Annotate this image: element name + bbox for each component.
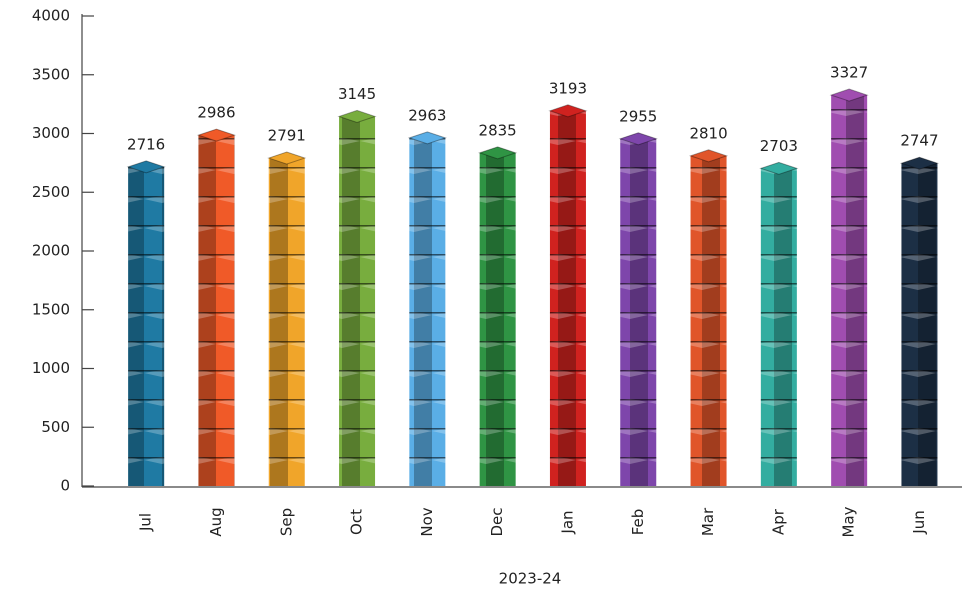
x-tick-label: Apr: [769, 508, 787, 535]
bar-cap: [267, 151, 307, 165]
bar-shading: [549, 110, 586, 486]
x-tick-label: Mar: [699, 507, 717, 536]
value-label: 3193: [549, 79, 587, 97]
bar-shading: [760, 168, 797, 486]
x-tick-label: Oct: [348, 509, 366, 535]
y-tick-label: 3500: [32, 65, 70, 83]
y-tick-label: 1000: [32, 359, 70, 377]
value-label: 2955: [619, 107, 657, 125]
y-tick-label: 3000: [32, 124, 70, 142]
value-label: 2810: [689, 124, 727, 142]
y-tick-label: 500: [41, 418, 70, 436]
bar-cap: [548, 104, 588, 118]
bar-cap: [478, 146, 518, 160]
bar-cap: [759, 161, 799, 175]
value-label: 2986: [197, 104, 235, 122]
y-tick-label: 0: [60, 477, 70, 495]
value-label: 2716: [127, 135, 165, 153]
bar-shading: [198, 135, 235, 486]
bar-shading: [690, 155, 727, 486]
y-tick-label: 2500: [32, 183, 70, 201]
bar-shading: [128, 166, 165, 486]
bar-shading: [901, 163, 938, 487]
bar-cap: [829, 88, 869, 102]
value-label: 2791: [268, 127, 306, 145]
y-tick-label: 1500: [32, 300, 70, 318]
bar-shading: [339, 116, 376, 487]
value-label: 3327: [830, 64, 868, 82]
x-tick-label: Nov: [418, 507, 436, 536]
value-label: 2747: [900, 132, 938, 150]
bar-shading: [479, 152, 516, 486]
x-tick-label: Jan: [558, 510, 576, 534]
bar-shading: [409, 137, 446, 486]
value-label: 3145: [338, 85, 376, 103]
x-tick-label: Jul: [137, 513, 155, 532]
x-tick-label: Dec: [488, 507, 506, 536]
value-label: 2835: [479, 121, 517, 139]
bar-cap: [688, 149, 729, 163]
bar-cap: [126, 160, 166, 174]
bar-shading: [268, 158, 305, 486]
bar-shading: [831, 95, 868, 486]
bar-cap: [337, 109, 377, 123]
value-label: 2963: [408, 106, 446, 124]
x-tick-label: Sep: [277, 508, 295, 536]
x-axis-title: 2023-24: [499, 570, 562, 588]
bar-cap: [407, 131, 447, 145]
bar-shading: [620, 138, 657, 486]
y-tick-label: 4000: [32, 7, 70, 25]
bar-cap: [196, 128, 237, 142]
x-tick-label: Jun: [910, 510, 928, 534]
x-tick-label: Aug: [207, 507, 225, 536]
y-tick-label: 2000: [32, 242, 70, 260]
x-tick-label: May: [840, 506, 858, 537]
value-label: 2703: [760, 137, 798, 155]
bar-cap: [899, 156, 940, 170]
x-tick-label: Feb: [629, 509, 647, 536]
bar-cap: [618, 132, 658, 146]
